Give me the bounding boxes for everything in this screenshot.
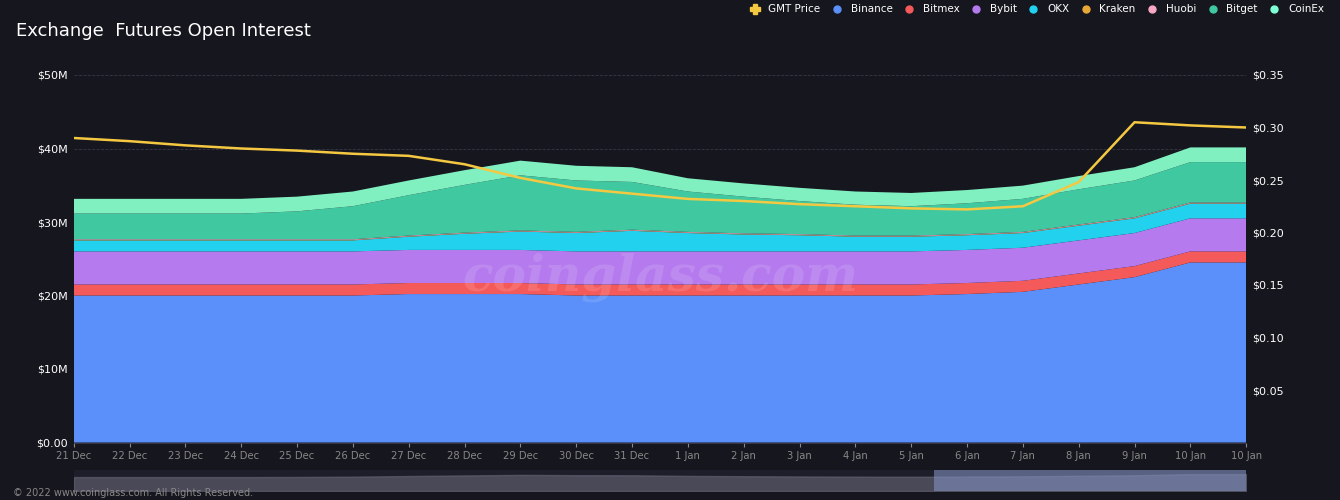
Bar xyxy=(934,470,1246,491)
Text: © 2022 www.coinglass.com. All Rights Reserved.: © 2022 www.coinglass.com. All Rights Res… xyxy=(13,488,253,498)
Text: Exchange  Futures Open Interest: Exchange Futures Open Interest xyxy=(16,22,311,40)
Legend: GMT Price, Binance, Bitmex, Bybit, OKX, Kraken, Huobi, Bitget, CoinEx: GMT Price, Binance, Bitmex, Bybit, OKX, … xyxy=(740,0,1328,18)
Text: coinglass.com: coinglass.com xyxy=(462,252,858,302)
